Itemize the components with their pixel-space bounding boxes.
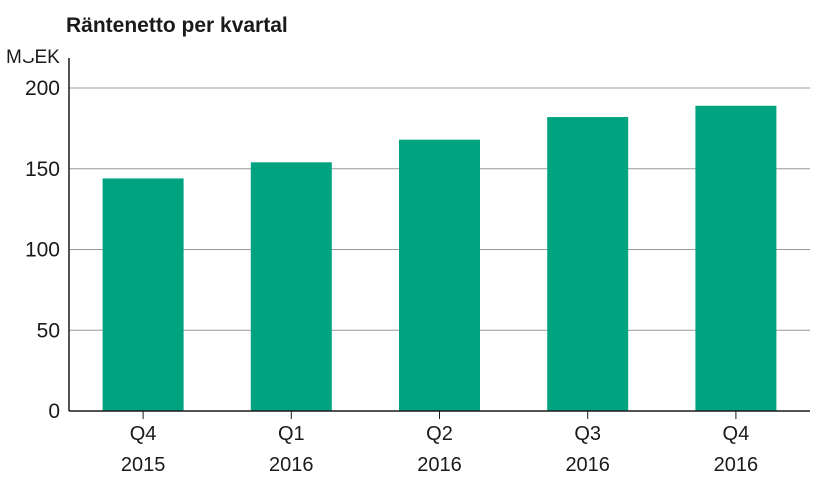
x-tick-label-year: 2016 bbox=[714, 454, 759, 476]
bars bbox=[102, 105, 777, 419]
x-tick-label-quarter: Q3 bbox=[574, 423, 601, 445]
y-tick-label: 150 bbox=[25, 158, 60, 181]
y-tick-label: 100 bbox=[25, 239, 60, 262]
bar bbox=[547, 117, 629, 411]
bar bbox=[399, 139, 480, 411]
x-tick-label-quarter: Q4 bbox=[723, 423, 750, 445]
x-tick-label-year: 2016 bbox=[269, 454, 314, 476]
unit-label-mask bbox=[22, 46, 34, 58]
x-tick-label-year: 2015 bbox=[121, 454, 166, 476]
bar bbox=[102, 178, 184, 411]
x-tick-label-quarter: Q4 bbox=[130, 423, 157, 445]
chart-title: Räntenetto per kvartal bbox=[66, 14, 288, 37]
bar bbox=[695, 105, 777, 411]
y-tick-label: 200 bbox=[25, 77, 60, 100]
x-axis-labels: Q4 2015 Q1 2016 Q2 2016 Q3 2016 Q4 2016 bbox=[121, 423, 758, 476]
x-tick-label-quarter: Q2 bbox=[426, 423, 453, 445]
x-tick-label-year: 2016 bbox=[417, 454, 462, 476]
y-tick-label: 0 bbox=[48, 400, 60, 423]
x-tick-label-year: 2016 bbox=[565, 454, 610, 476]
bar bbox=[250, 162, 332, 411]
x-tick-label-quarter: Q1 bbox=[278, 423, 305, 445]
y-tick-label: 50 bbox=[37, 319, 60, 342]
y-axis-ticks: 0 50 100 150 200 bbox=[25, 77, 60, 423]
